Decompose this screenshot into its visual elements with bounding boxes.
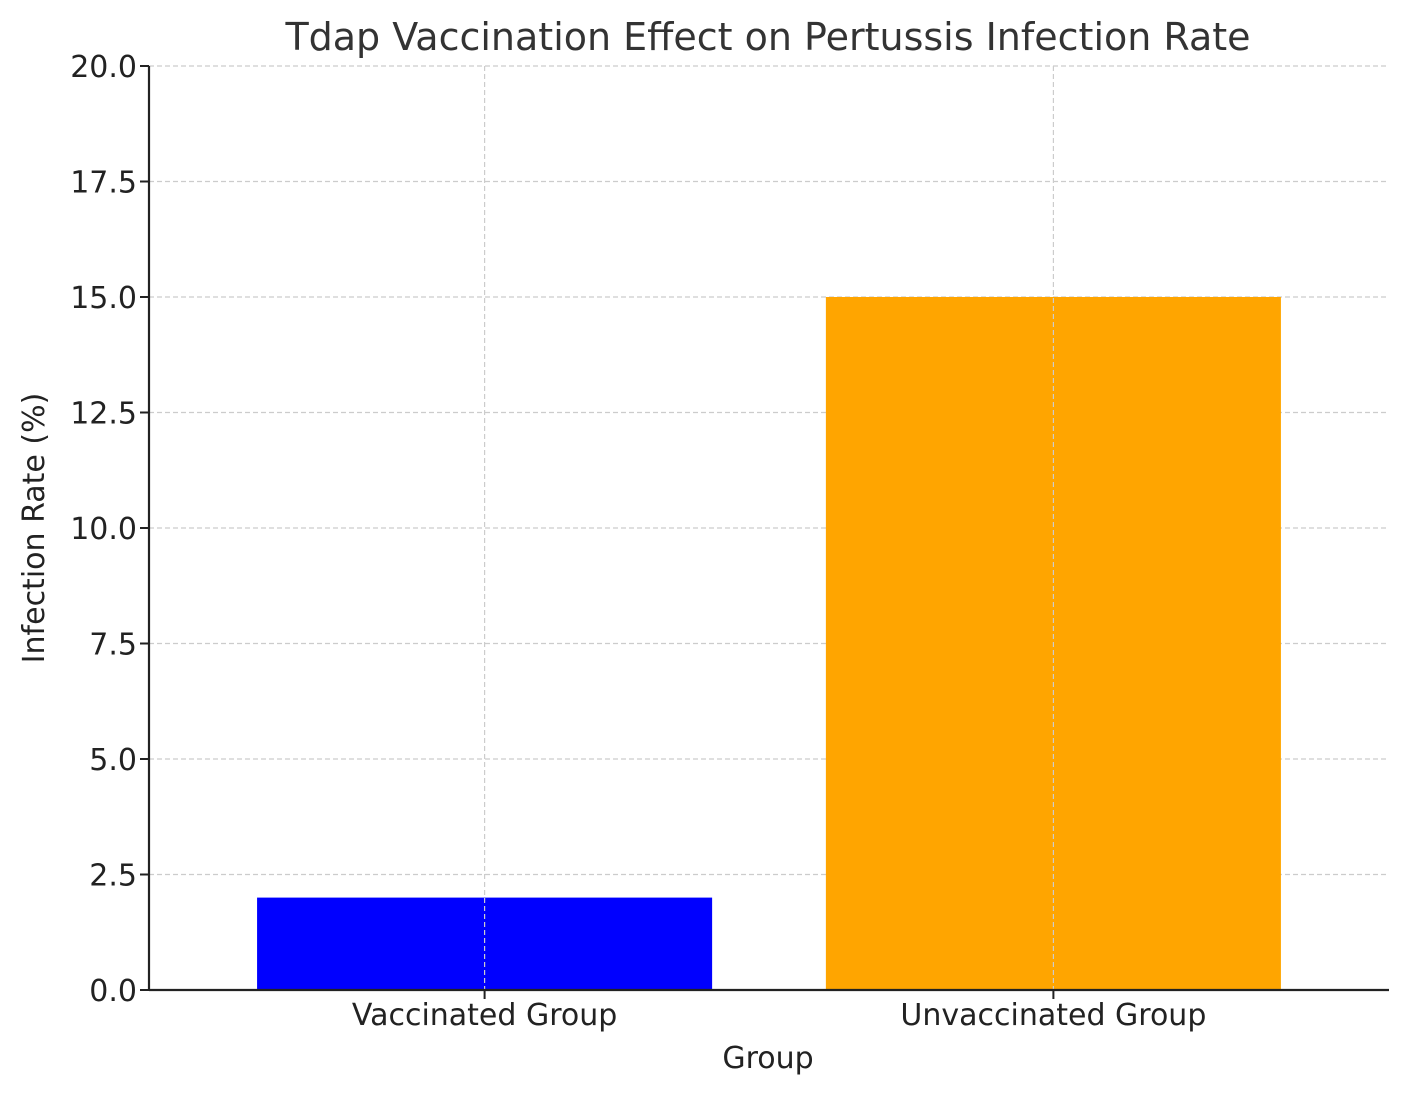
y-tick-label: 10.0: [70, 512, 137, 547]
tick-labels: 0.0 2.5 5.0 7.5 10.0 12.5 15.0 17.5 20.0 Vaccinat…: [70, 50, 1206, 1033]
y-tick-label: 0.0: [89, 974, 137, 1009]
y-tick-label: 2.5: [89, 859, 137, 894]
y-tick-label: 15.0: [70, 281, 137, 316]
y-tick-label: 7.5: [89, 628, 137, 663]
y-tick-label: 17.5: [70, 166, 137, 201]
y-axis-label: Infection Rate (%): [17, 393, 52, 664]
y-tick-label: 20.0: [70, 50, 137, 85]
x-axis-label: Group: [722, 1041, 813, 1076]
bar-vaccinated-group: [257, 897, 713, 990]
x-tick-label: Vaccinated Group: [352, 998, 617, 1033]
x-tick-label: Unvaccinated Group: [900, 998, 1206, 1033]
y-tick-label: 5.0: [89, 743, 137, 778]
axes: [140, 65, 1389, 999]
y-tick-label: 12.5: [70, 397, 137, 432]
bars: [257, 66, 1281, 990]
chart-title: Tdap Vaccination Effect on Pertussis Inf…: [284, 15, 1250, 59]
